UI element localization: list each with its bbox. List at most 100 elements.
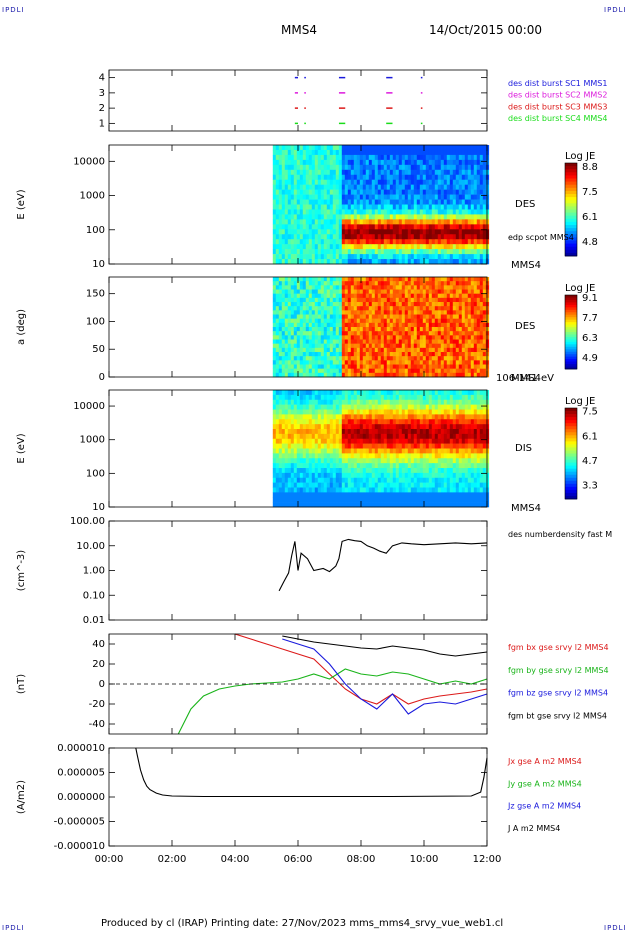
heatmap-cell xyxy=(368,293,373,299)
heatmap-cell xyxy=(311,372,316,378)
heatmap-cell xyxy=(425,297,430,303)
heatmap-cell xyxy=(404,293,409,299)
heatmap-cell xyxy=(356,438,361,444)
heatmap-cell xyxy=(419,249,424,255)
heatmap-cell xyxy=(470,179,475,185)
heatmap-cell xyxy=(278,259,283,265)
heatmap-cell xyxy=(449,189,454,195)
heatmap-cell xyxy=(296,458,301,464)
heatmap-cell xyxy=(383,331,388,336)
heatmap-cell xyxy=(404,259,409,265)
heatmap-cell xyxy=(386,352,391,357)
heatmap-cell xyxy=(422,343,427,349)
heatmap-cell xyxy=(308,169,313,176)
heatmap-cell xyxy=(455,154,460,161)
heatmap-cell xyxy=(383,360,388,365)
heatmap-cell xyxy=(347,229,352,235)
heatmap-cell xyxy=(353,169,358,176)
heatmap-cell xyxy=(386,297,391,303)
heatmap-cell xyxy=(410,497,415,503)
heatmap-cell xyxy=(365,368,370,374)
heatmap-cell xyxy=(284,194,289,200)
heatmap-cell xyxy=(395,347,400,353)
heatmap-cell xyxy=(344,214,349,220)
heatmap-cell xyxy=(392,429,397,435)
heatmap-cell xyxy=(326,463,331,469)
heatmap-cell xyxy=(314,229,319,235)
heatmap-cell xyxy=(299,322,304,328)
heatmap-cell xyxy=(287,179,292,185)
heatmap-cell xyxy=(329,394,334,401)
heatmap-cell xyxy=(401,468,406,474)
heatmap-cell xyxy=(383,289,388,294)
heatmap-cell xyxy=(278,458,283,464)
heatmap-cell xyxy=(347,318,352,324)
heatmap-cell xyxy=(377,297,382,303)
heatmap-cell xyxy=(434,219,439,225)
heatmap-cell xyxy=(410,502,415,508)
heatmap-cell xyxy=(344,352,349,357)
heatmap-cell xyxy=(431,492,436,498)
heatmap-cell xyxy=(365,502,370,508)
heatmap-cell xyxy=(290,347,295,353)
heatmap-cell xyxy=(440,244,445,250)
heatmap-cell xyxy=(296,194,301,200)
heatmap-cell xyxy=(302,224,307,230)
heatmap-cell xyxy=(425,306,430,311)
heatmap-cell xyxy=(314,169,319,176)
heatmap-cell xyxy=(401,443,406,449)
heatmap-cell xyxy=(422,352,427,357)
heatmap-cell xyxy=(416,169,421,176)
heatmap-cell xyxy=(302,179,307,185)
heatmap-cell xyxy=(293,487,298,493)
heatmap-cell xyxy=(323,335,328,340)
heatmap-cell xyxy=(407,472,412,479)
heatmap-cell xyxy=(458,339,463,344)
heatmap-cell xyxy=(275,497,280,503)
heatmap-cell xyxy=(341,199,346,205)
heatmap-cell xyxy=(446,327,451,332)
heatmap-cell xyxy=(467,352,472,357)
heatmap-cell xyxy=(461,244,466,250)
heatmap-cell xyxy=(479,314,484,319)
heatmap-cell xyxy=(413,327,418,332)
heatmap-cell xyxy=(344,302,349,307)
heatmap-cell xyxy=(464,254,469,260)
heatmap-cell xyxy=(422,154,427,161)
heatmap-cell xyxy=(356,244,361,250)
heatmap-cell xyxy=(359,482,364,488)
heatmap-cell xyxy=(329,414,334,420)
heatmap-cell xyxy=(377,214,382,220)
heatmap-cell xyxy=(293,184,298,190)
heatmap-cell xyxy=(377,244,382,250)
heatmap-cell xyxy=(332,327,337,332)
heatmap-cell xyxy=(419,497,424,503)
heatmap-cell xyxy=(344,281,349,286)
heatmap-cell xyxy=(338,424,343,430)
heatmap-cell xyxy=(326,409,331,415)
heatmap-cell xyxy=(353,154,358,161)
heatmap-cell xyxy=(287,443,292,449)
heatmap-cell xyxy=(422,219,427,225)
heatmap-cell xyxy=(293,502,298,508)
heatmap-cell xyxy=(380,335,385,340)
heatmap-cell xyxy=(293,164,298,171)
heatmap-cell xyxy=(350,404,355,410)
heatmap-cell xyxy=(350,331,355,336)
heatmap-cell xyxy=(296,409,301,415)
heatmap-cell xyxy=(278,394,283,401)
heatmap-cell xyxy=(437,356,442,361)
heatmap-cell xyxy=(383,368,388,374)
heatmap-cell xyxy=(428,438,433,444)
heatmap-cell xyxy=(458,331,463,336)
heatmap-cell xyxy=(329,404,334,410)
heatmap-cell xyxy=(296,429,301,435)
heatmap-cell xyxy=(428,219,433,225)
heatmap-cell xyxy=(293,443,298,449)
heatmap-cell xyxy=(419,314,424,319)
heatmap-cell xyxy=(326,179,331,185)
heatmap-cell xyxy=(380,433,385,440)
colorbar-cell xyxy=(565,349,577,353)
heatmap-cell xyxy=(482,285,487,290)
heatmap-cell xyxy=(422,448,427,454)
